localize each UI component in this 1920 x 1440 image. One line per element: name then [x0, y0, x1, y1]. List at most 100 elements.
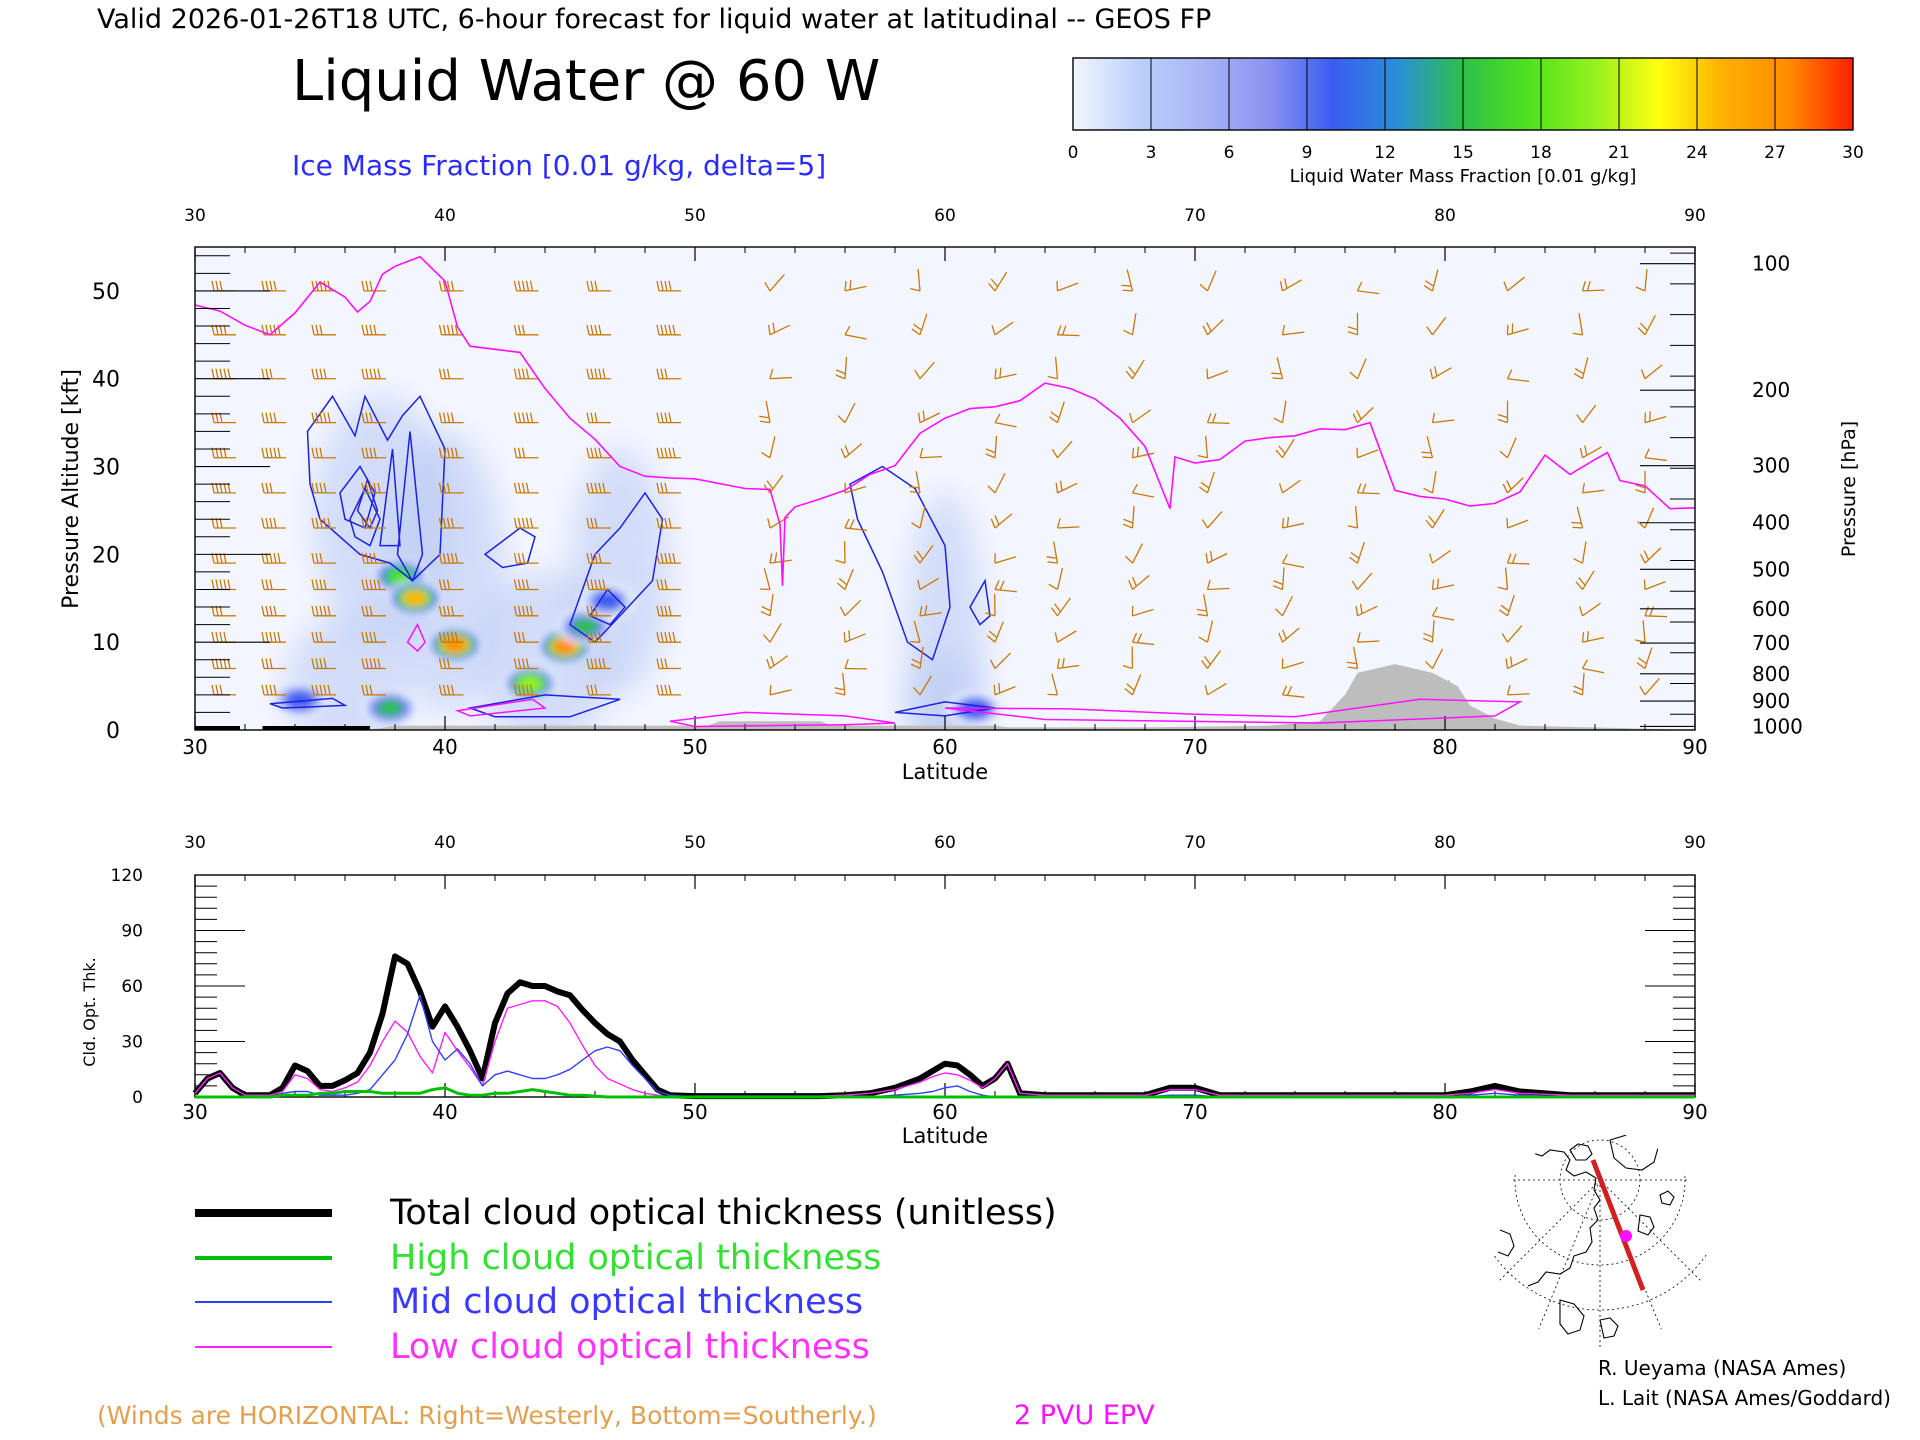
wind-barb: [1128, 409, 1151, 424]
wind-barb: [586, 368, 611, 380]
page-title: Liquid Water @ 60 W: [292, 49, 880, 114]
wind-barb: [586, 632, 611, 643]
colorbar-tick-label: 0: [1068, 143, 1079, 163]
wind-barb: [759, 400, 771, 424]
wind-barb: [1204, 682, 1227, 696]
wind-barb: [1351, 572, 1373, 590]
wind-barb: [994, 367, 1017, 380]
wind-barb: [1347, 506, 1359, 529]
valid-line: Valid 2026-01-26T18 UTC, 6-hour forecast…: [97, 4, 1211, 35]
main-xtick-label-top: 40: [434, 206, 456, 226]
wind-barb: [361, 684, 386, 696]
main-panel: 3030404050506060707080809090010203040501…: [92, 206, 1803, 759]
wind-barb: [361, 517, 386, 529]
wind-barb: [988, 271, 1008, 292]
wind-barb: [513, 605, 539, 617]
main-ytick-label: 40: [92, 368, 120, 393]
wind-barb: [1506, 517, 1529, 529]
optical-thickness-lines: [192, 953, 1695, 1100]
wind-barb: [1581, 659, 1605, 674]
wind-barb: [835, 356, 848, 380]
winds-note: (Winds are HORIZONTAL: Right=Westerly, B…: [97, 1401, 877, 1430]
wind-barb: [1506, 553, 1530, 565]
bottom-ytick-label: 30: [121, 1033, 143, 1053]
ground-marker: [195, 726, 240, 730]
wind-barb: [1572, 312, 1584, 336]
wind-barb: [261, 605, 286, 617]
colorbar-tick-label: 30: [1842, 143, 1864, 163]
wind-barb: [361, 658, 386, 670]
wind-barb: [909, 471, 921, 494]
wind-barb: [311, 553, 336, 564]
wind-barb: [1428, 549, 1451, 564]
epv-2pvu-loop: [454, 698, 548, 717]
wind-barb: [1054, 630, 1077, 643]
wind-barb: [513, 412, 539, 424]
wind-barb: [986, 621, 1004, 643]
wind-barb: [586, 324, 611, 336]
pressure-tick-label: 400: [1752, 511, 1790, 535]
colorbar-tick-label: 24: [1686, 143, 1708, 163]
wind-barb: [1635, 470, 1646, 494]
main-xtick-label-top: 90: [1684, 206, 1706, 226]
wind-barb: [361, 482, 386, 494]
pressure-tick-label: 800: [1752, 662, 1790, 686]
pressure-tick-label: 700: [1752, 631, 1790, 655]
wind-barb: [1121, 269, 1134, 292]
wind-barb: [656, 658, 681, 670]
wind-barb: [361, 579, 386, 591]
pressure-tick-label: 600: [1752, 597, 1790, 621]
bottom-xlabel: Latitude: [902, 1124, 988, 1148]
wind-barb: [261, 579, 286, 591]
wind-barb: [910, 646, 924, 670]
wind-barb: [836, 568, 854, 590]
wind-barb: [1431, 606, 1455, 621]
wind-barb: [766, 655, 789, 670]
wind-barb: [835, 541, 846, 564]
wind-barb: [513, 658, 539, 670]
wind-barb: [261, 482, 286, 494]
wind-barb: [586, 658, 611, 670]
wind-barb: [1347, 312, 1359, 336]
wind-barb: [1506, 685, 1530, 696]
main-xtick-label: 50: [682, 735, 707, 759]
locator-map: [1492, 1132, 1708, 1348]
wind-barb: [1051, 440, 1073, 459]
wind-barb: [311, 579, 336, 591]
wind-barb: [1049, 401, 1065, 424]
wind-barb: [919, 447, 943, 459]
wind-barb: [1421, 436, 1434, 459]
wind-barb: [1497, 400, 1509, 424]
liquid-water-level: [572, 618, 598, 635]
wind-barb: [261, 517, 286, 529]
wind-barb: [1349, 358, 1367, 380]
main-xtick-label-top: 80: [1434, 206, 1456, 226]
wind-barb: [1271, 357, 1284, 380]
ground-marker: [262, 726, 370, 730]
main-axes: 3030404050506060707080809090010203040501…: [92, 206, 1803, 759]
main-xtick-label-top: 70: [1184, 206, 1206, 226]
wind-barb: [991, 321, 1014, 336]
series-line-mid: [195, 994, 1695, 1098]
wind-barb: [1426, 316, 1447, 336]
wind-barb: [917, 410, 941, 424]
liquid-water-level: [286, 691, 314, 709]
wind-barb: [759, 568, 771, 591]
wind-barb: [1636, 647, 1653, 670]
wind-barb: [311, 632, 336, 643]
terrain: [195, 664, 1695, 730]
wind-barb: [1206, 579, 1230, 591]
wind-barb: [1640, 364, 1663, 380]
wind-barb: [910, 268, 921, 292]
wind-barb: [513, 517, 539, 529]
wind-barb: [361, 447, 386, 459]
wind-barb: [311, 368, 336, 380]
colorbar-tick-label: 12: [1374, 143, 1396, 163]
wind-barb: [513, 447, 539, 459]
colorbar-tick-label: 9: [1302, 143, 1313, 163]
wind-barb: [911, 313, 928, 336]
colorbar-label: Liquid Water Mass Fraction [0.01 g/kg]: [1290, 166, 1637, 187]
wind-barb: [1644, 411, 1667, 424]
main-xtick-label: 80: [1432, 735, 1457, 759]
wind-barb: [1205, 550, 1228, 564]
